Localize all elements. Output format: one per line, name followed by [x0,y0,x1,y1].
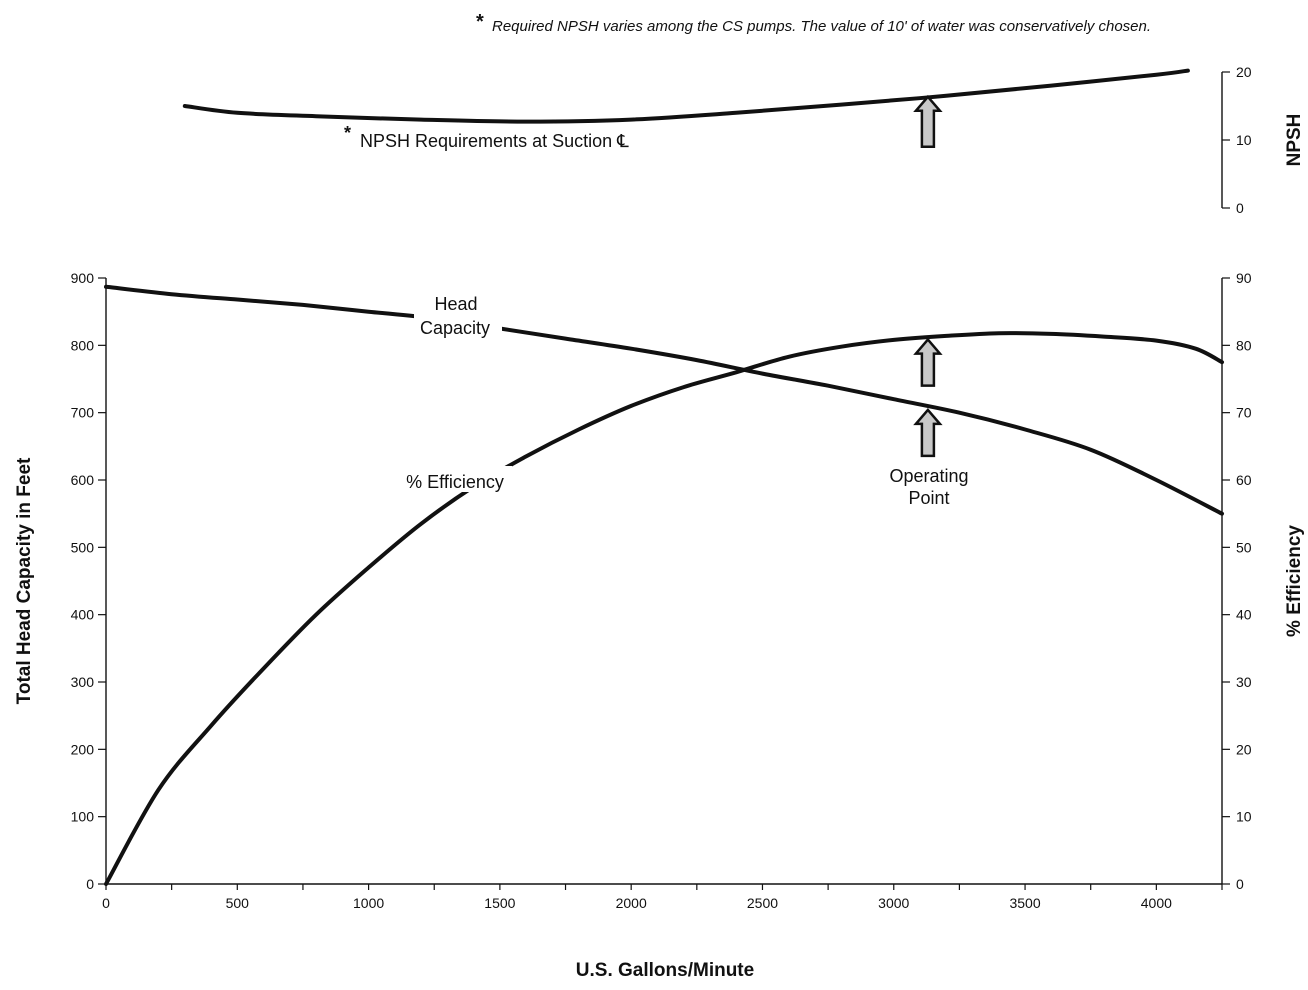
right-tick-label: 90 [1236,270,1252,286]
npsh-tick-label: 20 [1236,64,1252,80]
npsh-curve-label: NPSH Requirements at Suction ℄ [360,131,629,151]
left-tick-label: 300 [71,674,95,690]
left-axis-title: Total Head Capacity in Feet [14,457,35,704]
left-tick-label: 600 [71,472,95,488]
right-tick-label: 0 [1236,876,1244,892]
head-capacity-label-bg [414,290,502,338]
x-tick-label: 3500 [1009,895,1040,911]
npsh-label-star: * [344,123,351,143]
x-tick-label: 1000 [353,895,384,911]
efficiency-curve [104,331,1224,886]
head-capacity-label-line1: Head [434,294,477,314]
right-tick-label: 50 [1236,539,1252,555]
x-tick-label: 0 [102,895,110,911]
curves-layer [104,68,1224,886]
x-tick-label: 2000 [616,895,647,911]
left-tick-label: 700 [71,405,95,421]
left-tick-label: 200 [71,741,95,757]
right-tick-label: 60 [1236,472,1252,488]
operating-point-arrows [913,94,943,458]
left-tick-label: 400 [71,607,95,623]
left-tick-label: 0 [86,876,94,892]
npsh-tick-label: 10 [1236,132,1252,148]
ticks-layer: 0 500 1000 1500 2000 2500 3000 3500 400001002003… [71,64,1252,911]
right-tick-label: 80 [1236,337,1252,353]
efficiency-label-bg [398,466,512,492]
left-tick-label: 500 [71,539,95,555]
x-tick-label: 4000 [1141,895,1172,911]
left-tick-label: 900 [71,270,95,286]
right-tick-label: 10 [1236,809,1252,825]
x-tick-label: 500 [226,895,250,911]
operating-point-label-line1: Operating [889,466,968,486]
x-tick-label: 3000 [878,895,909,911]
footnote-marker: * [476,11,484,33]
x-tick-label: 1500 [484,895,515,911]
efficiency-curve-label: % Efficiency [406,472,504,492]
head-capacity-curve [104,284,1224,516]
head-capacity-label-line2: Capacity [420,318,490,338]
footnote: Required NPSH varies among the CS pumps.… [492,18,1151,35]
npsh-axis-title: NPSH [1284,114,1305,167]
npsh-tick-label: 0 [1236,200,1244,216]
operating-point-label-line2: Point [908,488,949,508]
right-tick-label: 40 [1236,607,1252,623]
head-operating-arrow [913,408,943,458]
x-tick-label: 2500 [747,895,778,911]
x-axis-title: U.S. Gallons/Minute [576,960,754,981]
right-tick-label: 30 [1236,674,1252,690]
left-tick-label: 800 [71,337,95,353]
right-axis-title: % Efficiency [1284,525,1305,637]
npsh-curve [182,68,1190,124]
npsh-operating-arrow [913,94,943,149]
efficiency-operating-arrow [913,337,943,387]
left-tick-label: 100 [71,809,95,825]
right-tick-label: 20 [1236,741,1252,757]
right-tick-label: 70 [1236,405,1252,421]
